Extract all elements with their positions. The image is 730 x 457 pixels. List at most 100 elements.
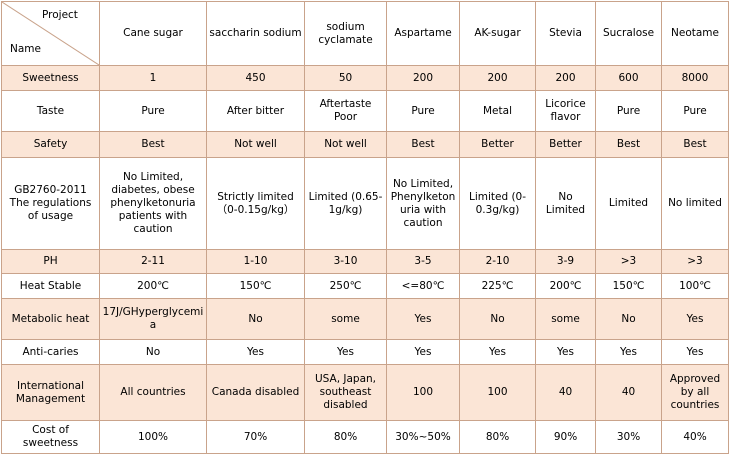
table-row-heat-stable: Heat Stable 200℃ 150℃ 250℃ <=80℃ 225℃ 20… — [1, 273, 729, 299]
corner-name-label: Name — [10, 43, 41, 55]
table-cell: No Limited — [535, 157, 596, 250]
table-cell: 30%~50% — [386, 420, 460, 454]
row-label-metabolic-heat: Metabolic heat — [1, 298, 100, 340]
table-cell: Canada disabled — [206, 364, 305, 421]
column-header-sodium-cyclamate: sodium cyclamate — [304, 1, 387, 66]
table-row-taste: Taste Pure After bitter Aftertaste Poor … — [1, 90, 729, 132]
table-cell: >3 — [661, 249, 729, 274]
table-cell: Best — [595, 131, 662, 158]
table-cell: >3 — [595, 249, 662, 274]
corner-project-label: Project — [42, 9, 78, 21]
table-cell: 100 — [459, 364, 536, 421]
table-cell: Not well — [304, 131, 387, 158]
table-row-metabolic-heat: Metabolic heat 17J/GHyperglycemia No som… — [1, 298, 729, 340]
table-cell: Best — [99, 131, 207, 158]
table-cell: 150℃ — [595, 273, 662, 299]
table-cell: No Limited, Phenylketonuria with caution — [386, 157, 460, 250]
table-cell: Approved by all countries — [661, 364, 729, 421]
column-header-saccharin-sodium: saccharin sodium — [206, 1, 305, 66]
table-cell: 30% — [595, 420, 662, 454]
row-label-sweetness: Sweetness — [1, 65, 100, 91]
table-cell: No — [206, 298, 305, 340]
table-cell: Pure — [386, 90, 460, 132]
table-cell: After bitter — [206, 90, 305, 132]
row-label-safety: Safety — [1, 131, 100, 158]
row-label-cost-of-sweetness: Cost of sweetness — [1, 420, 100, 454]
table-cell: Yes — [661, 339, 729, 365]
table-cell: No — [595, 298, 662, 340]
table-cell: 40% — [661, 420, 729, 454]
row-label-taste: Taste — [1, 90, 100, 132]
table-cell: Limited (0-0.3g/kg) — [459, 157, 536, 250]
table-cell: Yes — [661, 298, 729, 340]
column-header-stevia: Stevia — [535, 1, 596, 66]
table-row-international-management: International Management All countries C… — [1, 364, 729, 421]
row-label-regulations: GB2760-2011 The regulations of usage — [1, 157, 100, 250]
table-cell: 600 — [595, 65, 662, 91]
column-header-sucralose: Sucralose — [595, 1, 662, 66]
table-cell: Better — [459, 131, 536, 158]
table-cell: Metal — [459, 90, 536, 132]
table-cell: Yes — [459, 339, 536, 365]
table-cell: Aftertaste Poor — [304, 90, 387, 132]
table-cell: Yes — [386, 339, 460, 365]
table-cell: No limited — [661, 157, 729, 250]
column-header-neotame: Neotame — [661, 1, 729, 66]
column-header-ak-sugar: AK-sugar — [459, 1, 536, 66]
table-cell: 40 — [535, 364, 596, 421]
table-cell: 90% — [535, 420, 596, 454]
table-row-safety: Safety Best Not well Not well Best Bette… — [1, 131, 729, 158]
table-cell: No Limited, diabetes, obese phenylketonu… — [99, 157, 207, 250]
table-cell: Not well — [206, 131, 305, 158]
table-cell: 80% — [304, 420, 387, 454]
table-cell: Best — [386, 131, 460, 158]
table-cell: Yes — [304, 339, 387, 365]
column-header-cane-sugar: Cane sugar — [99, 1, 207, 66]
table-cell: 100% — [99, 420, 207, 454]
row-label-ph: PH — [1, 249, 100, 274]
table-cell: 200℃ — [99, 273, 207, 299]
table-cell: Pure — [661, 90, 729, 132]
row-label-heat-stable: Heat Stable — [1, 273, 100, 299]
table-cell: USA, Japan, southeast disabled — [304, 364, 387, 421]
table-cell: Yes — [386, 298, 460, 340]
table-cell: 3-10 — [304, 249, 387, 274]
table-cell: 8000 — [661, 65, 729, 91]
column-header-aspartame: Aspartame — [386, 1, 460, 66]
table-cell: All countries — [99, 364, 207, 421]
table-cell: 80% — [459, 420, 536, 454]
table-cell: 150℃ — [206, 273, 305, 299]
table-cell: 1 — [99, 65, 207, 91]
table-cell: Yes — [206, 339, 305, 365]
table-cell: Limited (0.65-1g/kg) — [304, 157, 387, 250]
table-cell: Limited — [595, 157, 662, 250]
table-cell: Yes — [595, 339, 662, 365]
table-cell: 3-5 — [386, 249, 460, 274]
table-cell: 200 — [386, 65, 460, 91]
table-cell: Best — [661, 131, 729, 158]
table-cell: 2-10 — [459, 249, 536, 274]
table-cell: 2-11 — [99, 249, 207, 274]
table-cell: 70% — [206, 420, 305, 454]
table-cell: <=80℃ — [386, 273, 460, 299]
table-cell: 250℃ — [304, 273, 387, 299]
table-cell: 200℃ — [535, 273, 596, 299]
table-cell: 225℃ — [459, 273, 536, 299]
table-cell: Pure — [99, 90, 207, 132]
table-cell: 1-10 — [206, 249, 305, 274]
corner-header-cell: Project Name — [1, 1, 100, 66]
row-label-international-management: International Management — [1, 364, 100, 421]
diagonal-divider — [2, 2, 99, 65]
row-label-anti-caries: Anti-caries — [1, 339, 100, 365]
table-cell: 100 — [386, 364, 460, 421]
table-row-regulations: GB2760-2011 The regulations of usage No … — [1, 157, 729, 250]
table-row-sweetness: Sweetness 1 450 50 200 200 200 600 8000 — [1, 65, 729, 91]
table-row-cost-of-sweetness: Cost of sweetness 100% 70% 80% 30%~50% 8… — [1, 420, 729, 454]
table-row-anti-caries: Anti-caries No Yes Yes Yes Yes Yes Yes Y… — [1, 339, 729, 365]
table-cell: 450 — [206, 65, 305, 91]
table-cell: Better — [535, 131, 596, 158]
table-cell: 200 — [535, 65, 596, 91]
table-cell: 3-9 — [535, 249, 596, 274]
table-cell: No — [99, 339, 207, 365]
